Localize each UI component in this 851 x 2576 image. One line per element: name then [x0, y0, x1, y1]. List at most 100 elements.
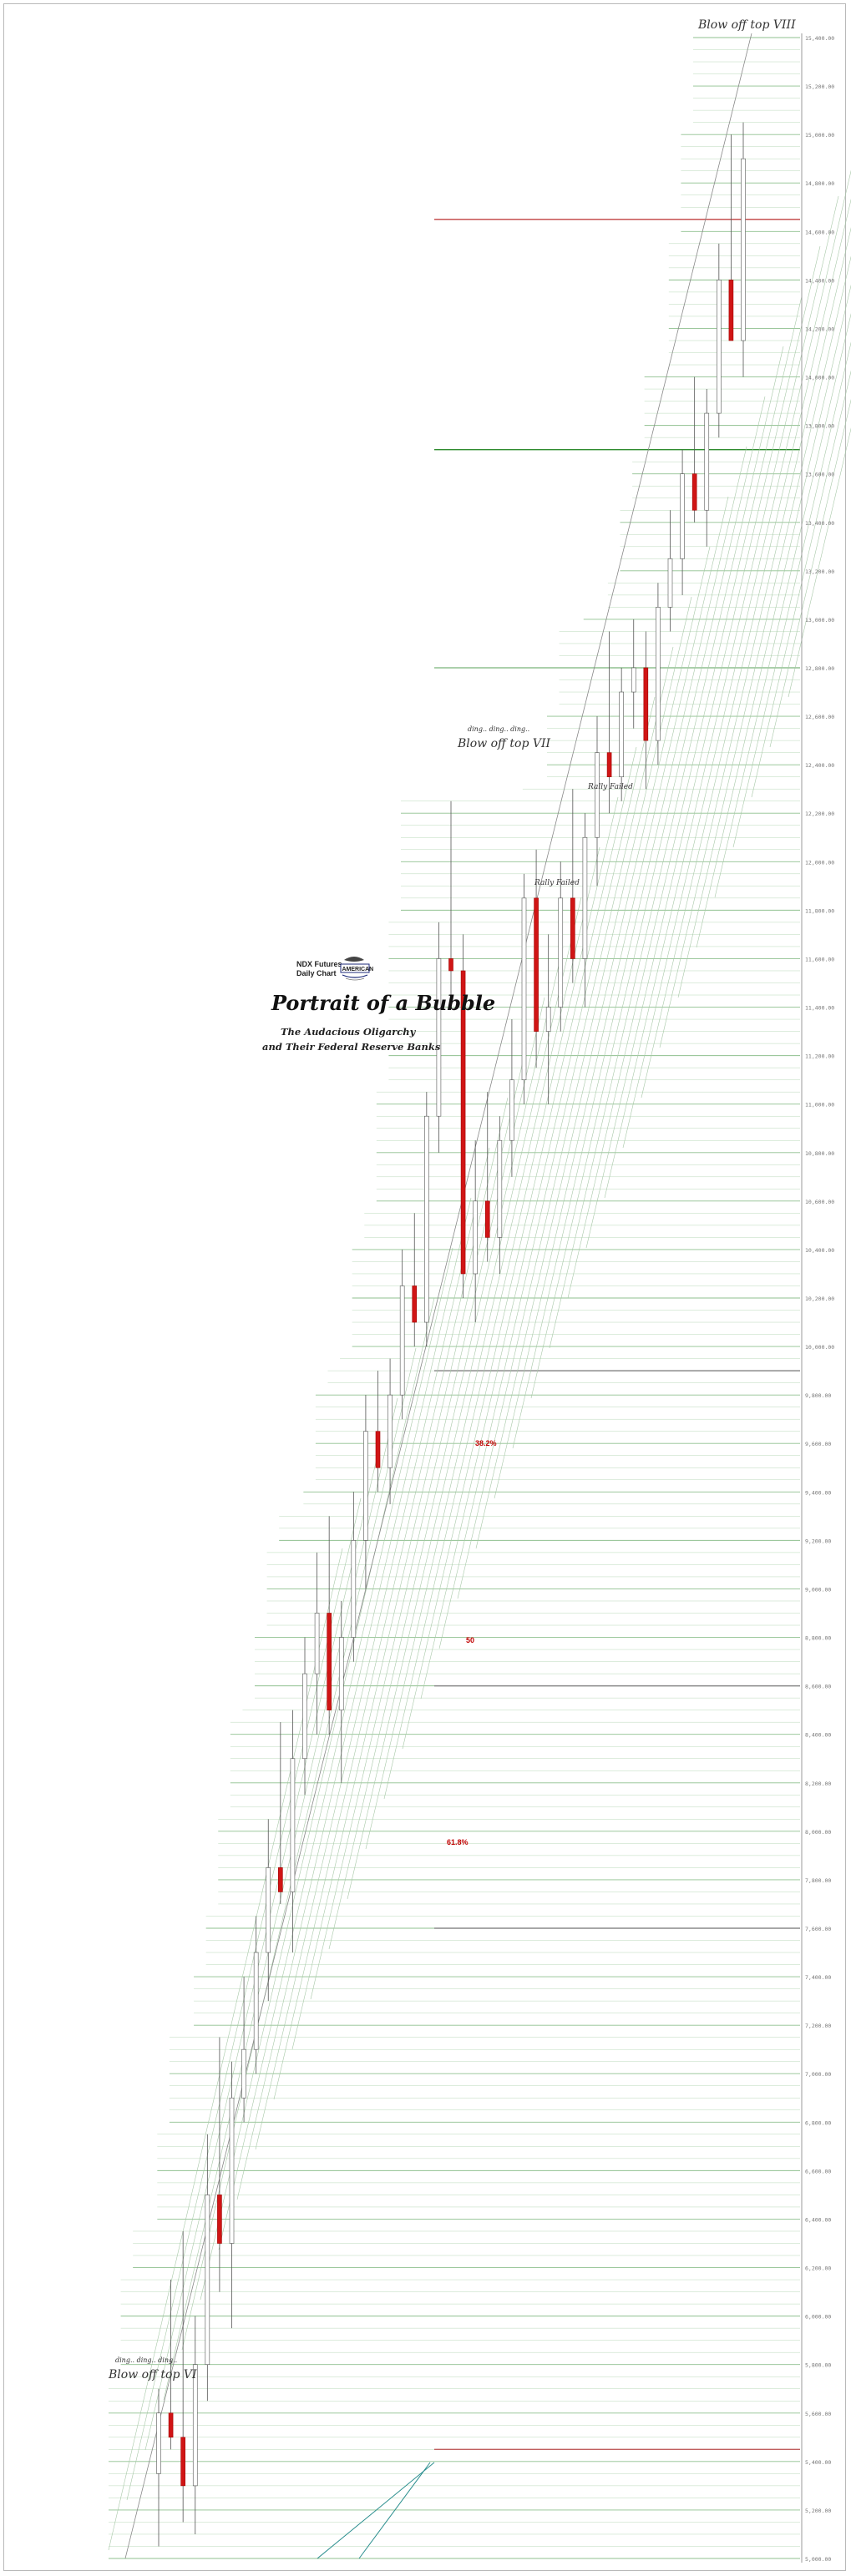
candle-body — [156, 2412, 161, 2474]
rally-failed-label-1: Rally Failed — [587, 783, 633, 791]
fib-618-label: 61.8% — [447, 1838, 469, 1846]
channel-line — [788, 427, 851, 698]
channel-line — [236, 1197, 472, 2200]
blow-off-top-vi-label: Blow off top VI — [108, 2368, 197, 2382]
price-tick-label: 5,600.00 — [805, 2411, 831, 2417]
channel-line — [512, 446, 747, 1449]
channel-line — [218, 1247, 453, 2250]
candle-body — [656, 607, 661, 741]
price-tick-label: 7,200.00 — [805, 2023, 831, 2029]
channel-line — [475, 546, 711, 1549]
candle-body — [558, 897, 564, 1008]
blow-off-top-viii-label: Blow off top VIII — [697, 18, 796, 32]
candle-body — [691, 473, 697, 511]
candle-body — [606, 752, 612, 777]
candle-body — [217, 2195, 222, 2244]
price-tick-label: 14,200.00 — [805, 326, 834, 332]
candle-body — [619, 691, 624, 777]
price-tick-label: 6,000.00 — [805, 2314, 831, 2321]
price-tick-label: 6,200.00 — [805, 2265, 831, 2272]
price-tick-label: 14,000.00 — [805, 375, 834, 381]
price-tick-label: 15,200.00 — [805, 83, 834, 90]
channel-line — [751, 370, 851, 798]
candle-body — [327, 1613, 332, 1710]
channel-line — [347, 897, 582, 1900]
price-tick-label: 10,600.00 — [805, 1199, 834, 1205]
price-tick-label: 14,400.00 — [805, 277, 834, 284]
channel-line — [200, 1297, 435, 2301]
frequency-label: Daily Chart — [296, 969, 337, 977]
trendline-layer — [108, 33, 851, 2559]
price-tick-label: 8,200.00 — [805, 1780, 831, 1787]
candle-body — [534, 897, 539, 1032]
candle-body — [302, 1673, 307, 1760]
price-tick-label: 9,800.00 — [805, 1392, 831, 1399]
subtitle-line-2: and Their Federal Reserve Banks — [262, 1041, 441, 1053]
candle-body — [412, 1285, 418, 1323]
grid-layer — [109, 37, 800, 2559]
price-tick-label: 10,000.00 — [805, 1344, 834, 1351]
candle-body — [375, 1431, 381, 1468]
channel-line — [181, 1347, 417, 2351]
candle-body — [168, 2412, 174, 2438]
price-tick-label: 10,400.00 — [805, 1247, 834, 1254]
price-tick-label: 15,000.00 — [805, 132, 834, 139]
channel-line — [383, 796, 619, 1800]
channel-line — [402, 746, 637, 1750]
candle-body — [717, 280, 722, 414]
channel-line — [144, 1447, 380, 2451]
instrument-label: NDX Futures — [296, 960, 342, 968]
channel-line — [549, 346, 784, 1349]
channel-line — [328, 947, 564, 1950]
price-tick-label: 8,400.00 — [805, 1732, 831, 1739]
price-tick-label: 13,800.00 — [805, 423, 834, 430]
channel-line — [604, 195, 839, 1199]
price-tick-label: 5,200.00 — [805, 2508, 831, 2514]
candle-body — [582, 836, 588, 959]
price-tick-label: 7,800.00 — [805, 1877, 831, 1884]
price-axis: 15,400.00 15,200.00 15,000.00 14,800.00 14,6… — [801, 33, 834, 2563]
channel-line — [310, 997, 545, 2000]
price-tick-label: 11,000.00 — [805, 1102, 834, 1109]
channel-line — [255, 1147, 490, 2150]
candle-body — [278, 1867, 283, 1892]
chart-info-panel: NDX Futures Daily Chart AMERICAN Portrai… — [262, 957, 495, 1053]
candle-body — [229, 2097, 235, 2244]
long-trendline — [124, 33, 752, 2559]
price-tick-label: 11,800.00 — [805, 907, 834, 914]
price-tick-label: 8,000.00 — [805, 1829, 831, 1836]
candle-body — [363, 1431, 368, 1541]
candle-body — [643, 667, 649, 741]
channel-line — [659, 227, 851, 1048]
candles-layer — [156, 122, 746, 2547]
price-tick-label: 9,200.00 — [805, 1538, 831, 1544]
candle-body — [741, 158, 746, 341]
price-tick-label: 15,400.00 — [805, 35, 834, 42]
rally-failed-label-2: Rally Failed — [534, 879, 580, 887]
candle-body — [436, 958, 442, 1117]
channel-line — [273, 1097, 509, 2100]
candle-body — [424, 1115, 429, 1323]
logo-text: AMERICAN — [342, 967, 374, 972]
channel-line — [696, 284, 851, 948]
price-tick-label: 13,200.00 — [805, 568, 834, 575]
teal-trendline — [358, 2462, 431, 2559]
candle-body — [631, 667, 636, 693]
teal-trendline — [317, 2462, 435, 2559]
price-tick-label: 7,000.00 — [805, 2071, 831, 2078]
price-tick-label: 13,000.00 — [805, 617, 834, 624]
candle-body — [497, 1139, 503, 1238]
blow-off-top-vii-label: Blow off top VII — [457, 737, 551, 750]
candle-body — [570, 897, 575, 959]
price-tick-label: 13,600.00 — [805, 472, 834, 478]
channel-line — [641, 198, 851, 1099]
price-tick-label: 14,800.00 — [805, 180, 834, 187]
candle-body — [351, 1540, 357, 1638]
price-tick-label: 11,400.00 — [805, 1005, 834, 1012]
price-tick-label: 7,600.00 — [805, 1926, 831, 1932]
candle-body — [595, 752, 600, 838]
price-tick-label: 6,400.00 — [805, 2216, 831, 2223]
candle-body — [545, 1007, 551, 1032]
price-tick-label: 10,200.00 — [805, 1296, 834, 1302]
